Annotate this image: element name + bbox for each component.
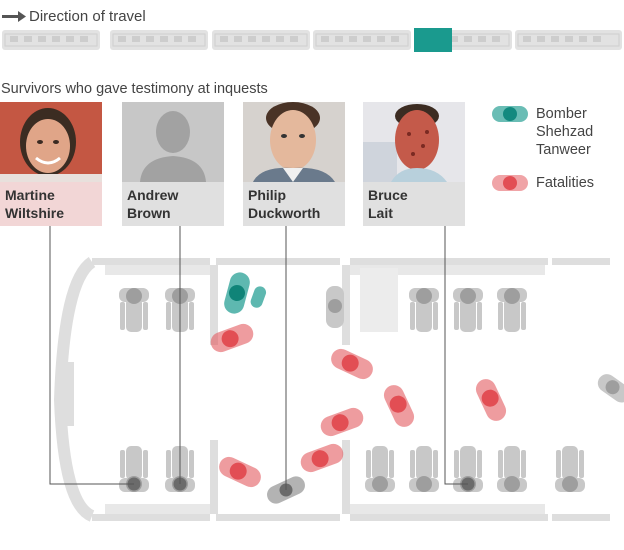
carriage-wall-top	[216, 258, 340, 265]
train-car	[2, 30, 100, 50]
train-strip	[2, 28, 622, 52]
seat	[453, 288, 483, 332]
legend-bomber-line3: Tanweer	[536, 142, 591, 158]
seat	[409, 446, 439, 492]
seat-back-bottom	[105, 504, 210, 514]
train-car	[515, 30, 622, 50]
carriage-wall-bottom	[552, 514, 610, 521]
survivor-name-line1: Andrew	[127, 187, 179, 203]
person-silhouette-icon	[122, 102, 224, 182]
legend-bomber-line2: Shehzad	[536, 124, 594, 140]
legend-bomber-line1: Bomber	[536, 106, 587, 122]
legend-fatalities: Fatalities	[536, 175, 595, 191]
fatality-figure	[210, 323, 254, 353]
partition	[342, 440, 350, 514]
seat	[555, 446, 585, 492]
train-car	[313, 30, 411, 50]
fatality-figure	[331, 348, 373, 380]
survivor-name-line2: Brown	[127, 205, 171, 221]
survivor-card-bruce-lait: Bruce Lait	[363, 102, 465, 226]
seat-back-top	[105, 265, 210, 275]
carriage-wall-bottom	[216, 514, 340, 521]
survivor-name: Martine Wiltshire	[5, 186, 64, 222]
edge-passenger	[597, 374, 624, 403]
survivor-photo	[363, 102, 465, 182]
seat	[119, 288, 149, 332]
carriage-wall-bottom	[350, 514, 548, 521]
carriage-wall-top	[92, 258, 210, 265]
fatality-figure	[383, 385, 415, 427]
train-car	[110, 30, 208, 50]
arrow-right-icon	[2, 11, 26, 22]
highlighted-car	[414, 28, 452, 52]
direction-header	[2, 11, 26, 22]
train-car	[212, 30, 310, 50]
seat	[409, 288, 439, 332]
survivor-card-andrew-brown: Andrew Brown	[122, 102, 224, 226]
carriage-wall-top	[552, 258, 610, 265]
leader-line	[49, 226, 134, 485]
seat-back-bottom	[350, 504, 545, 514]
survivor-name-line1: Martine	[5, 187, 55, 203]
fatality-figure	[300, 443, 344, 473]
survivor-name-line2: Lait	[368, 205, 393, 221]
seat-back-top	[350, 265, 545, 275]
survivor-name: Bruce Lait	[368, 186, 408, 222]
partition	[210, 440, 218, 514]
seat	[497, 288, 527, 332]
seat	[497, 446, 527, 492]
leader-line	[444, 226, 468, 485]
partition	[342, 265, 350, 345]
partition	[210, 265, 218, 345]
fatality-figure	[320, 407, 364, 437]
standing-passenger	[326, 286, 344, 328]
fatality-figure	[475, 379, 507, 421]
survivor-name-line2: Duckworth	[248, 205, 321, 221]
survivor-name-line1: Philip	[248, 187, 287, 203]
survivor-card-martine-wiltshire: Martine Wiltshire	[0, 102, 102, 226]
direction-label: Direction of travel	[29, 8, 146, 25]
survivor-name-line1: Bruce	[368, 187, 408, 203]
survivor-photo	[243, 102, 345, 182]
survivor-name-line2: Wiltshire	[5, 205, 64, 221]
fatality-figure	[219, 456, 261, 488]
survivor-photo	[0, 102, 102, 182]
card-label-bg	[0, 182, 102, 226]
seat	[365, 446, 395, 492]
bomber-figure	[224, 272, 267, 314]
survivor-name: Philip Duckworth	[248, 186, 320, 222]
carriage-wall-top	[350, 258, 548, 265]
survivor-card-philip-duckworth: Philip Duckworth	[243, 102, 345, 226]
carriage-front-door	[58, 362, 74, 426]
legend-bomber: Bomber Shehzad Tanweer	[536, 105, 593, 159]
wheelchair-area	[360, 268, 398, 332]
survivor-name: Andrew Brown	[127, 186, 178, 222]
subtitle: Survivors who gave testimony at inquests	[1, 81, 268, 97]
carriage-wall-bottom	[92, 514, 210, 521]
